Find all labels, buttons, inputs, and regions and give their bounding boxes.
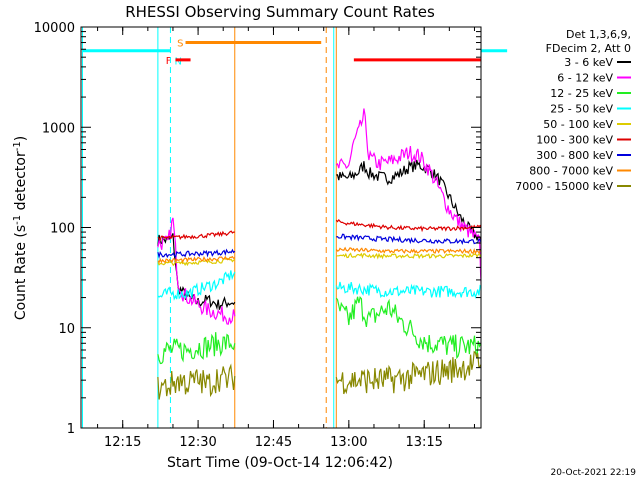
y-axis-label: Count Rate (s-1 detector-1) bbox=[12, 136, 29, 320]
y-label-part: Count Rate (s bbox=[13, 225, 29, 320]
flag-label: F bbox=[166, 56, 172, 67]
y-tick-label: 10 bbox=[58, 322, 75, 337]
legend-entry-label: 25 - 50 keV bbox=[550, 103, 613, 116]
series-line bbox=[157, 217, 236, 325]
x-tick-label: 12:15 bbox=[104, 435, 141, 450]
mode-change-lines bbox=[82, 27, 337, 428]
legend-entry-label: 100 - 300 keV bbox=[536, 134, 613, 147]
series-line bbox=[335, 350, 481, 395]
series-line bbox=[336, 159, 481, 242]
count-rate-series bbox=[157, 108, 481, 400]
legend-entry-label: 50 - 100 keV bbox=[543, 118, 613, 131]
x-axis: 12:15 12:30 12:45 13:00 13:15 bbox=[97, 27, 475, 450]
legend-header: Det 1,3,6,9, bbox=[566, 28, 631, 41]
legend-header: FDecim 2, Att 0 bbox=[546, 42, 631, 55]
series-line bbox=[157, 332, 236, 365]
y-tick-label: 1000 bbox=[42, 121, 75, 136]
x-tick-label: 12:30 bbox=[179, 435, 216, 450]
series-line bbox=[335, 281, 481, 299]
observing-flags: NSF bbox=[82, 39, 508, 68]
series-line bbox=[335, 246, 481, 255]
x-tick-label: 13:15 bbox=[405, 435, 442, 450]
series-line bbox=[157, 257, 236, 267]
series-line bbox=[335, 296, 481, 360]
legend-entry-label: 800 - 7000 keV bbox=[529, 165, 613, 178]
y-tick-label: 10000 bbox=[34, 21, 75, 36]
series-line bbox=[157, 255, 236, 264]
series-line bbox=[336, 252, 481, 260]
series-line bbox=[335, 218, 481, 233]
x-tick-label: 12:45 bbox=[255, 435, 292, 450]
series-line bbox=[335, 108, 481, 291]
legend-entry-label: 300 - 800 keV bbox=[536, 149, 613, 162]
y-tick-label: 1 bbox=[67, 422, 75, 437]
y-axis: 1 10 100 1000 10000 bbox=[34, 21, 481, 437]
flag-label: N bbox=[174, 57, 181, 68]
legend-entry-label: 12 - 25 keV bbox=[550, 87, 613, 100]
flag-label: S bbox=[177, 39, 183, 50]
series-line bbox=[157, 270, 236, 301]
y-label-part: ) bbox=[13, 136, 29, 141]
series-line bbox=[157, 248, 236, 260]
x-axis-label: Start Time (09-Oct-14 12:06:42) bbox=[167, 455, 393, 471]
footer-timestamp: 20-Oct-2021 22:19 bbox=[551, 468, 637, 478]
y-tick-label: 100 bbox=[50, 222, 75, 237]
y-label-superscript: -1 bbox=[12, 141, 23, 151]
series-line bbox=[336, 233, 481, 245]
legend-entry-label: 3 - 6 keV bbox=[564, 56, 613, 69]
x-tick-label: 13:00 bbox=[330, 435, 367, 450]
legend-entry-label: 7000 - 15000 keV bbox=[515, 180, 613, 193]
series-line bbox=[157, 230, 235, 242]
y-label-part: detector bbox=[13, 151, 29, 215]
series-line bbox=[157, 363, 236, 400]
legend: Det 1,3,6,9,FDecim 2, Att 03 - 6 keV 6 - … bbox=[515, 28, 631, 193]
legend-entry-label: 6 - 12 keV bbox=[557, 72, 613, 85]
y-label-superscript: -1 bbox=[12, 215, 23, 225]
series-line bbox=[157, 233, 236, 311]
chart-title: RHESSI Observing Summary Count Rates bbox=[125, 3, 435, 21]
